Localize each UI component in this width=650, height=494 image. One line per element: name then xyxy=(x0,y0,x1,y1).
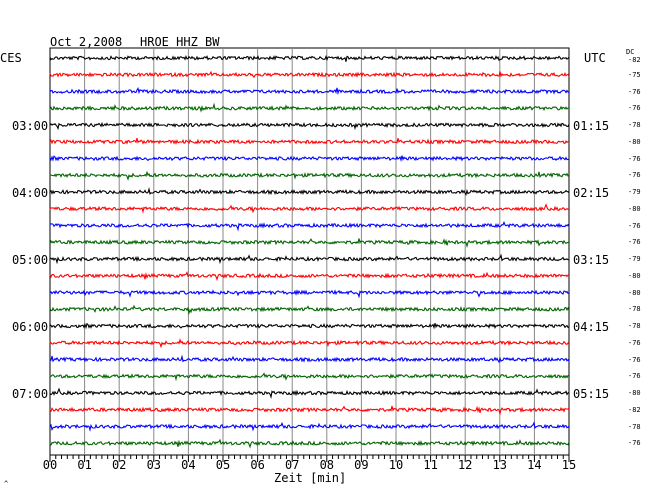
footer-mark: ^ xyxy=(4,480,9,488)
right-hour-label: 01:15 xyxy=(573,119,610,133)
x-tick-label: 07 xyxy=(284,458,300,472)
x-tick-label: 15 xyxy=(561,458,577,472)
x-tick-label: 12 xyxy=(457,458,473,472)
right-hour-label: 04:15 xyxy=(573,320,610,334)
date-label: Oct 2,2008 xyxy=(50,35,123,49)
trace-line xyxy=(49,304,570,316)
left-hour-label: 05:00 xyxy=(12,253,49,267)
dc-offset-label: -76 xyxy=(628,221,641,230)
trace-line xyxy=(49,70,570,79)
dc-offset-label: -76 xyxy=(628,87,641,96)
dc-offset-label: -76 xyxy=(628,238,641,247)
x-tick-label: 02 xyxy=(111,458,127,472)
dc-offset-label: -78 xyxy=(628,305,641,314)
trace-line xyxy=(49,220,570,232)
dc-offset-label: -75 xyxy=(628,70,641,79)
right-hour-label: 03:15 xyxy=(573,253,610,267)
dc-offset-label: -78 xyxy=(628,121,641,129)
x-tick-label: 08 xyxy=(319,458,335,472)
trace-line xyxy=(49,438,570,449)
dc-offset-label: -78 xyxy=(628,422,641,431)
x-tick-label: 01 xyxy=(77,458,92,472)
station-label: HROE HHZ BW xyxy=(140,35,220,49)
left-hour-label: 03:00 xyxy=(12,119,49,133)
x-axis-ticks xyxy=(49,455,570,462)
x-tick-label: 11 xyxy=(423,458,438,472)
dc-offset-label: -80 xyxy=(628,204,641,213)
trace-line xyxy=(49,121,570,131)
dc-offset-label: -76 xyxy=(628,338,641,347)
left-timezone-label: CES xyxy=(0,51,22,65)
dc-offset-label: -80 xyxy=(628,288,641,297)
trace-line xyxy=(49,271,570,281)
trace-line xyxy=(49,372,570,382)
dc-offset-label: -76 xyxy=(628,372,641,381)
dc-offset-label: -76 xyxy=(628,355,641,364)
x-tick-label: 03 xyxy=(146,458,162,472)
dc-offset-label: -76 xyxy=(628,104,641,113)
dc-offset-label: -80 xyxy=(628,389,641,397)
x-tick-label: 05 xyxy=(215,458,231,472)
left-hour-label: 04:00 xyxy=(12,186,49,200)
trace-line xyxy=(49,187,570,196)
trace-line xyxy=(49,322,570,330)
trace-line xyxy=(49,253,570,265)
trace-line xyxy=(49,155,570,162)
right-hour-label: 02:15 xyxy=(573,186,610,200)
trace-line xyxy=(49,87,570,96)
dc-offset-label: -78 xyxy=(628,322,641,330)
trace-line xyxy=(49,289,570,299)
dc-offset-label: -79 xyxy=(628,255,641,263)
seismogram-traces xyxy=(49,54,570,449)
trace-line xyxy=(49,405,570,416)
left-hour-label: 07:00 xyxy=(12,387,49,401)
x-axis-label: Zeit [min] xyxy=(274,471,347,485)
trace-line xyxy=(49,238,570,248)
trace-line xyxy=(49,354,570,364)
trace-line xyxy=(49,54,570,62)
dc-offset-label: -76 xyxy=(628,171,641,180)
dc-offset-label: -79 xyxy=(628,188,641,196)
right-hour-label: 05:15 xyxy=(573,387,610,401)
left-hour-label: 06:00 xyxy=(12,320,49,334)
x-tick-label: 14 xyxy=(527,458,542,472)
trace-line xyxy=(49,338,570,349)
dc-offset-label: -76 xyxy=(628,154,641,163)
x-tick-label: 06 xyxy=(250,458,265,472)
right-timezone-label: UTC xyxy=(584,51,606,65)
trace-line xyxy=(49,387,570,400)
x-tick-label: 09 xyxy=(354,458,369,472)
x-tick-label: 04 xyxy=(181,458,196,472)
trace-line xyxy=(49,102,570,113)
grid-lines xyxy=(84,48,535,455)
dc-offset-label: -80 xyxy=(628,137,641,146)
x-tick-label: 00 xyxy=(42,458,58,472)
trace-line xyxy=(49,421,570,432)
trace-line xyxy=(49,137,570,145)
x-tick-label: 10 xyxy=(388,458,404,472)
dc-offset-label: -80 xyxy=(628,271,641,280)
trace-line xyxy=(49,203,570,214)
trace-line xyxy=(49,170,570,181)
dc-offset-label: -82 xyxy=(628,405,641,414)
dc-label: DC xyxy=(626,48,635,56)
x-tick-label: 13 xyxy=(492,458,508,472)
dc-offset-label: -76 xyxy=(628,439,641,448)
dc-offset-label: -82 xyxy=(628,56,641,64)
